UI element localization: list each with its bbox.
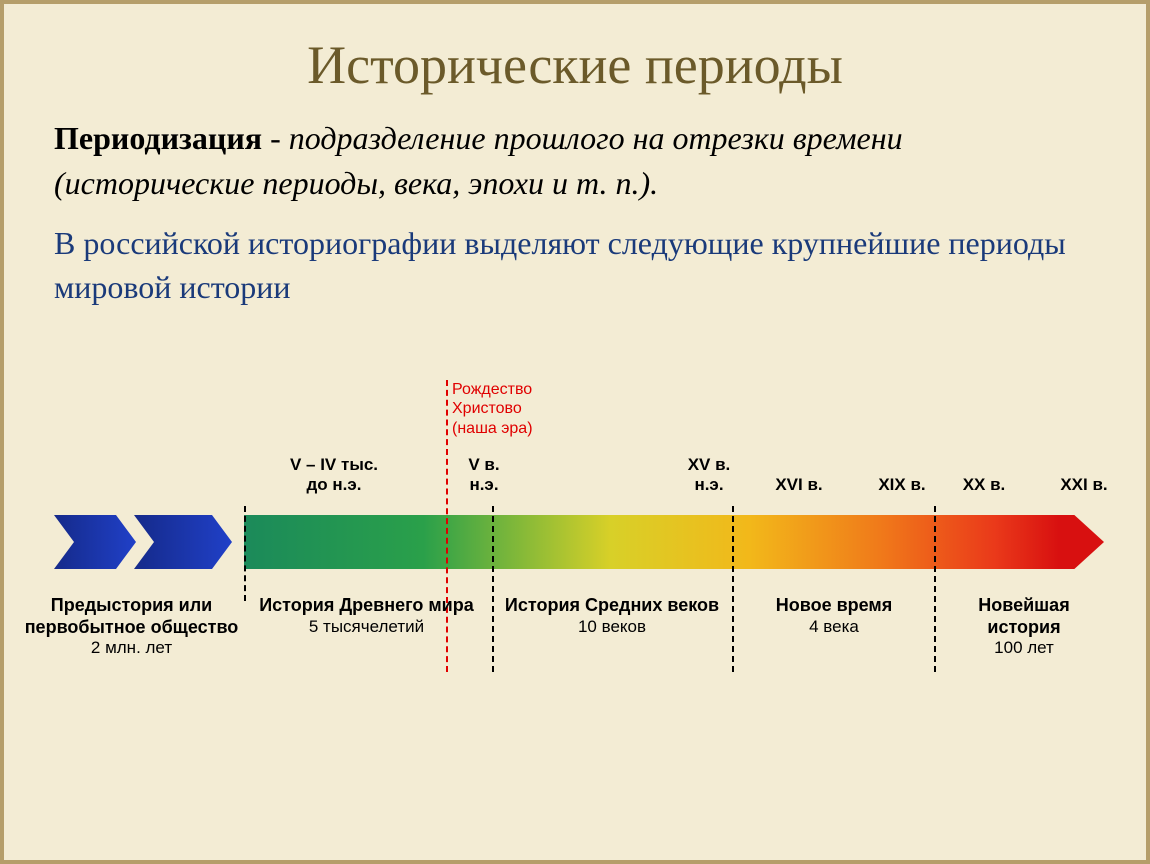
period-duration: 100 лет [949, 638, 1099, 658]
period-label: Предыстория или первобытное общество2 мл… [24, 595, 239, 659]
prehistory-arrow-shape [54, 515, 232, 569]
period-divider [732, 506, 734, 672]
nativity-label: Рождество Христово (наша эра) [452, 380, 533, 438]
period-name: История Средних веков [502, 595, 722, 617]
definition-paragraph: Периодизация - подразделение прошлого на… [54, 116, 1096, 206]
top-marks-container: V – IV тыс.до н.э. V в.н.э. XV в.н.э. XVI в… [54, 455, 1104, 505]
top-mark: XV в.н.э. [674, 455, 744, 494]
top-mark: XIX в. [872, 475, 932, 495]
timeline-arrow-svg [54, 515, 1104, 569]
period-label: История Средних веков10 веков [502, 595, 722, 637]
top-mark: V в.н.э. [454, 455, 514, 494]
nativity-line3: (наша эра) [452, 420, 533, 437]
period-name: Новейшая история [949, 595, 1099, 638]
period-name: История Древнего мира [254, 595, 479, 617]
definition-term: Периодизация [54, 120, 262, 156]
main-arrow-shape [244, 515, 1104, 569]
sub-paragraph: В российской историографии выделяют след… [54, 221, 1096, 311]
nativity-line2: Христово [452, 400, 522, 417]
definition-dash: - [262, 120, 289, 156]
top-mark: V – IV тыс.до н.э. [274, 455, 394, 494]
page-title: Исторические периоды [54, 34, 1096, 96]
top-mark: XVI в. [769, 475, 829, 495]
slide-container: Исторические периоды Периодизация - подр… [0, 0, 1150, 864]
top-mark: XX в. [954, 475, 1014, 495]
period-label: История Древнего мира5 тысячелетий [254, 595, 479, 637]
nativity-line1: Рождество [452, 381, 532, 398]
top-mark: XXI в. [1054, 475, 1114, 495]
period-duration: 5 тысячелетий [254, 617, 479, 637]
period-divider [244, 506, 246, 601]
period-duration: 4 века [744, 617, 924, 637]
period-name: Новое время [744, 595, 924, 617]
period-duration: 2 млн. лет [24, 638, 239, 658]
period-label: Новое время4 века [744, 595, 924, 637]
period-divider [934, 506, 936, 672]
arrow-band [54, 515, 1104, 569]
period-label: Новейшая история100 лет [949, 595, 1099, 659]
period-name: Предыстория или первобытное общество [24, 595, 239, 638]
timeline-diagram: Рождество Христово (наша эра) V – IV тыс… [54, 350, 1104, 730]
period-duration: 10 веков [502, 617, 722, 637]
period-divider [492, 506, 494, 672]
